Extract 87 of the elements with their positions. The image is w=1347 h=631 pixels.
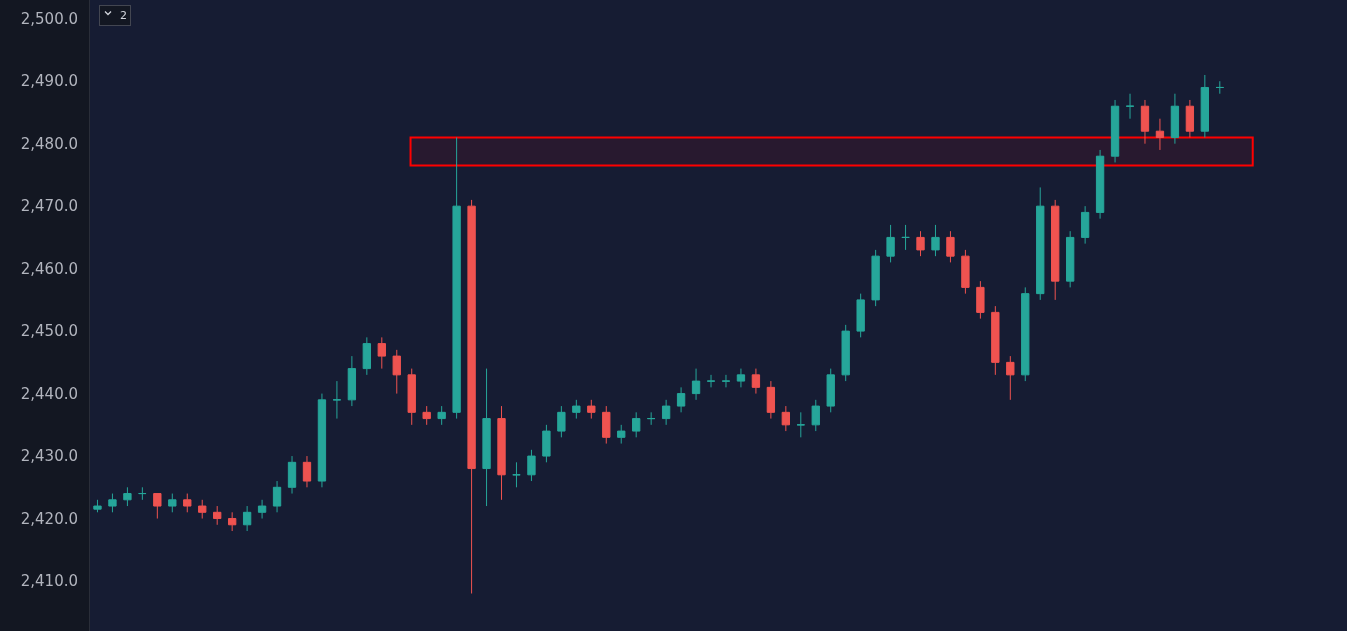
candlestick [168, 493, 177, 513]
candlestick [751, 368, 761, 395]
candlestick [602, 405, 611, 445]
candlestick [377, 336, 386, 370]
candlestick [1140, 99, 1150, 145]
candlestick [691, 368, 701, 401]
y-tick-label: 2,410.0 [20, 572, 78, 591]
candlestick [572, 399, 581, 420]
candlestick [946, 230, 955, 263]
candlestick [676, 386, 686, 413]
y-tick-label: 2,470.0 [20, 197, 78, 216]
candlestick [587, 399, 596, 420]
candlestick [287, 455, 297, 495]
candlestick [1185, 99, 1195, 138]
candlestick [961, 249, 970, 295]
candlestick [1215, 80, 1224, 95]
candlestick [1170, 93, 1180, 145]
candlestick [916, 230, 925, 257]
candlestick [123, 486, 132, 507]
candlestick [646, 411, 656, 426]
candlestick [542, 424, 551, 463]
candlestick [901, 224, 910, 251]
candlestick [467, 199, 476, 595]
candlestick [242, 505, 252, 532]
candlestick [527, 449, 536, 482]
candlestick [482, 368, 491, 507]
candlestick [437, 405, 446, 426]
candlestick [512, 461, 521, 488]
candlestick [213, 505, 222, 526]
candlestick [557, 405, 566, 438]
candlestick [1125, 93, 1135, 120]
candlestick [796, 411, 805, 438]
candlestick [617, 424, 626, 445]
candlestick [108, 493, 117, 513]
candlestick [811, 399, 820, 432]
candlestick [1065, 230, 1075, 288]
y-tick-label: 2,450.0 [20, 322, 78, 341]
candlestick [781, 405, 791, 432]
candlestick [153, 493, 162, 520]
candlestick [392, 349, 401, 395]
y-tick-label: 2,440.0 [20, 384, 78, 403]
candlestick [1155, 118, 1165, 151]
candlestick [706, 374, 716, 388]
candlestick [302, 455, 312, 488]
candlestick [721, 374, 731, 388]
candlestick [362, 336, 372, 376]
candlestick [93, 499, 102, 513]
candlestick [1080, 205, 1090, 245]
y-tick-label: 2,460.0 [20, 259, 78, 278]
y-tick-label: 2,420.0 [20, 509, 78, 528]
candlestick [736, 368, 746, 388]
candlestick [257, 499, 267, 520]
candlestick [1110, 99, 1120, 163]
candlestick [422, 405, 431, 426]
candlestick [332, 380, 342, 420]
y-tick-label: 2,490.0 [20, 72, 78, 91]
candlestick [856, 293, 865, 338]
candlestick [841, 324, 850, 382]
candlestick [826, 368, 835, 413]
candlestick [407, 368, 416, 426]
candlestick [347, 355, 357, 407]
candlestick [138, 486, 147, 501]
candlestick [1200, 74, 1210, 138]
candlestick [1021, 286, 1030, 382]
y-tick-label: 2,500.0 [20, 9, 78, 28]
candlestick [1051, 199, 1060, 301]
candlestick [317, 393, 327, 488]
candlestick [1006, 355, 1015, 401]
candlestick [198, 499, 207, 520]
candlestick [1036, 186, 1045, 301]
candlestick [272, 480, 282, 513]
candlestick [497, 405, 506, 501]
candlestick [991, 305, 1000, 376]
candlestick [227, 511, 237, 532]
candlestick [183, 493, 192, 513]
annotation: 2 [120, 9, 127, 22]
candlestick [886, 224, 895, 263]
candlestick [976, 280, 985, 320]
candlestick [931, 224, 940, 257]
y-tick-label: 2,480.0 [20, 134, 78, 153]
candlestick [766, 380, 776, 420]
candlestick [632, 411, 641, 438]
y-tick-label: 2,430.0 [20, 447, 78, 466]
candlestick [452, 136, 461, 420]
candlestick [1095, 149, 1105, 220]
candlestick [871, 249, 880, 307]
candlestick [661, 399, 671, 426]
